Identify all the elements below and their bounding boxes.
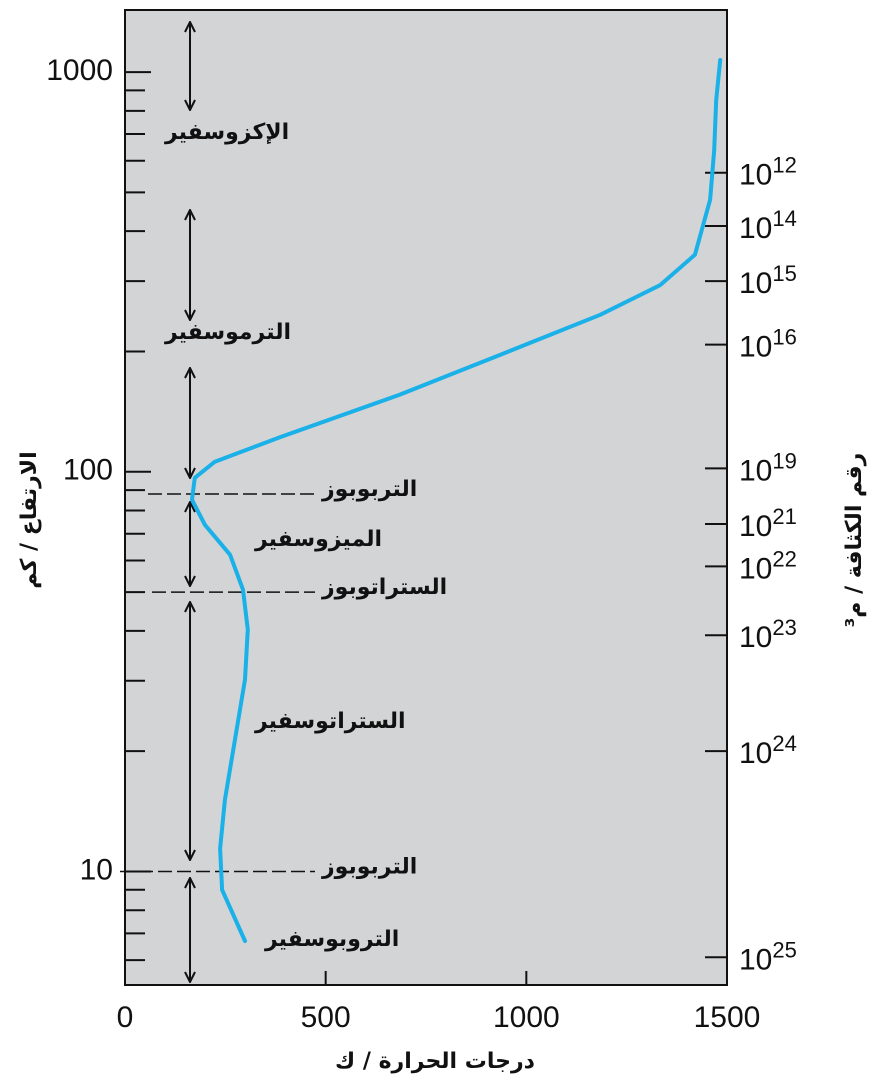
x-tick-label: 0 xyxy=(117,1001,134,1034)
x-tick-label: 1000 xyxy=(493,1001,560,1034)
y2-tick-base: 10 xyxy=(739,267,772,300)
y2-tick-exponent: 14 xyxy=(772,206,796,231)
y2-axis-label: رقم الكثافة / م³ xyxy=(842,453,867,628)
y2-tick-label: 1016 xyxy=(739,324,797,363)
y-tick-label: 100 xyxy=(63,454,113,487)
boundary-label: التربوبوز xyxy=(321,854,417,879)
y2-tick-exponent: 15 xyxy=(772,261,796,286)
y2-tick-base: 10 xyxy=(739,510,772,543)
y2-tick-label: 1024 xyxy=(739,731,797,770)
y2-tick-base: 10 xyxy=(739,621,772,654)
layer-label: الترموسفير xyxy=(164,320,291,345)
y2-tick-exponent: 21 xyxy=(772,504,796,529)
y2-tick-exponent: 12 xyxy=(772,153,796,178)
layer-label: الستراتوسفير xyxy=(254,709,406,734)
y2-tick-label: 1015 xyxy=(739,261,797,300)
y2-tick-exponent: 24 xyxy=(772,731,796,756)
data-line xyxy=(190,58,723,943)
y-tick-label: 1000 xyxy=(46,54,113,87)
y2-tick-exponent: 23 xyxy=(772,615,796,640)
x-tick-label: 500 xyxy=(301,1001,351,1034)
y2-tick-exponent: 22 xyxy=(772,546,796,571)
y2-tick-label: 1022 xyxy=(739,546,797,585)
y2-tick-base: 10 xyxy=(739,943,772,976)
y2-tick-label: 1019 xyxy=(739,448,797,487)
y2-tick-base: 10 xyxy=(739,454,772,487)
y2-tick-exponent: 25 xyxy=(772,937,796,962)
x-axis-label: درجات الحرارة / ك xyxy=(335,1049,535,1074)
y2-tick-label: 1014 xyxy=(739,206,797,245)
y2-tick-label: 1025 xyxy=(739,937,797,976)
x-tick-label: 1500 xyxy=(694,1001,761,1034)
y2-tick-base: 10 xyxy=(739,212,772,245)
y2-tick-exponent: 19 xyxy=(772,448,796,473)
y2-tick-label: 1021 xyxy=(739,504,797,543)
layer-label: التروبوسفير xyxy=(264,927,399,952)
y-axis-label: الارتفاع / كم xyxy=(17,451,42,588)
boundary-label: الستراتوبوز xyxy=(321,575,447,600)
y2-tick-exponent: 16 xyxy=(772,324,796,349)
y2-tick-base: 10 xyxy=(739,331,772,364)
y2-tick-base: 10 xyxy=(739,737,772,770)
y2-tick-base: 10 xyxy=(739,552,772,585)
y-tick-label: 10 xyxy=(80,853,113,886)
y2-tick-base: 10 xyxy=(739,159,772,192)
y2-tick-label: 1023 xyxy=(739,615,797,654)
plot-area xyxy=(124,9,728,986)
layer-label: الإكزوسفير xyxy=(164,120,289,145)
y2-tick-label: 1012 xyxy=(739,153,797,192)
boundary-label: التربوبوز xyxy=(321,477,417,502)
layer-label: الميزوسفير xyxy=(254,527,382,552)
